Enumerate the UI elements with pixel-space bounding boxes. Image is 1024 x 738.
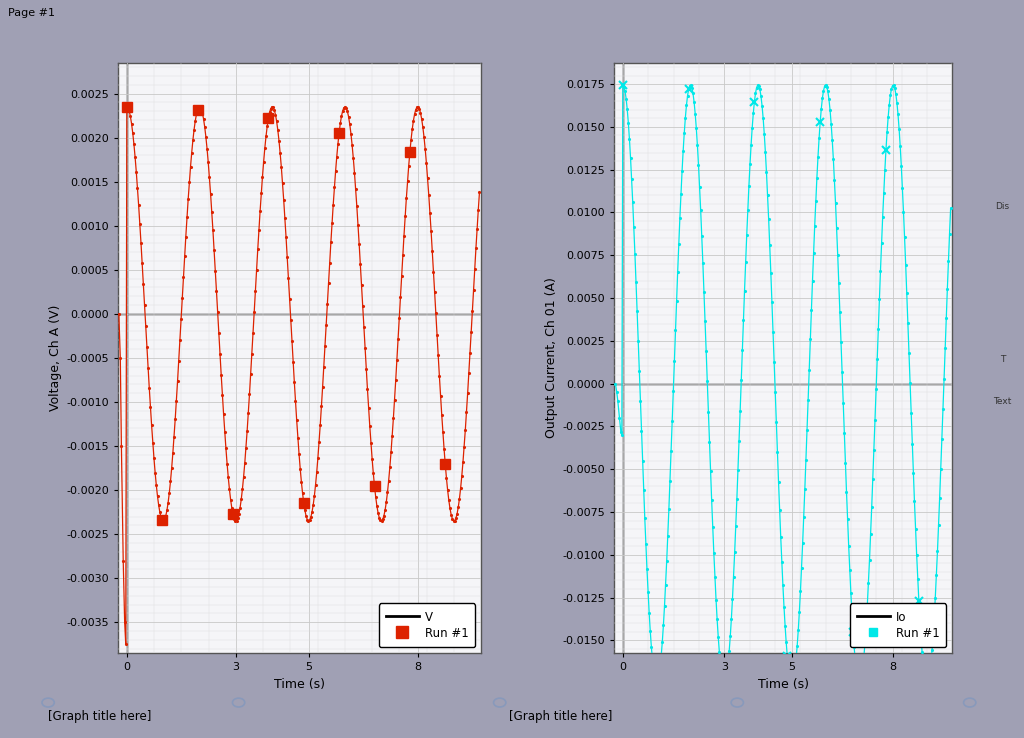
Text: [Graph title here]: [Graph title here]: [509, 709, 612, 723]
Text: [Graph title here]: [Graph title here]: [48, 709, 152, 723]
X-axis label: Time (s): Time (s): [758, 677, 809, 691]
Text: Dis: Dis: [995, 202, 1010, 211]
Y-axis label: Voltage, Ch A (V): Voltage, Ch A (V): [49, 305, 61, 411]
Legend: V, Run #1: V, Run #1: [379, 604, 475, 647]
Text: Text: Text: [993, 397, 1012, 406]
X-axis label: Time (s): Time (s): [274, 677, 325, 691]
Text: T: T: [999, 355, 1006, 365]
Legend: Io, Run #1: Io, Run #1: [850, 604, 946, 647]
Text: Page #1: Page #1: [8, 8, 55, 18]
Y-axis label: Output Current, Ch 01 (A): Output Current, Ch 01 (A): [546, 277, 558, 438]
